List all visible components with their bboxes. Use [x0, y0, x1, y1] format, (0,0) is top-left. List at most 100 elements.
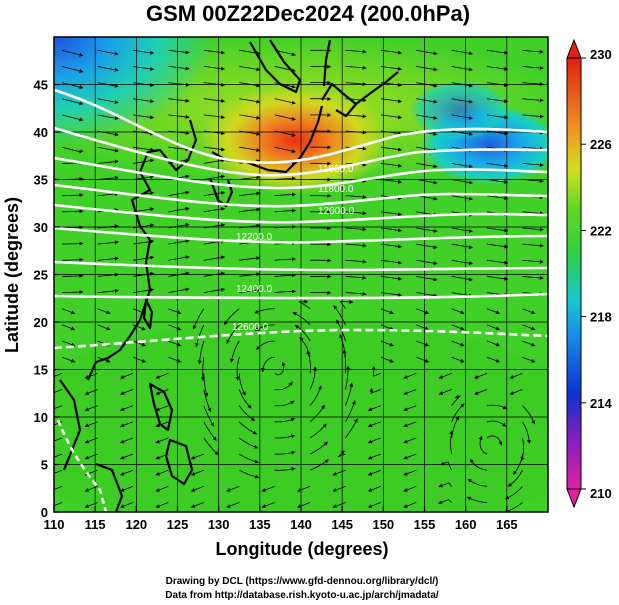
contour-labels: 11600.0 11800.0 12000.0 12200.0 12400.0 …: [232, 164, 355, 333]
wind-streamline: [299, 336, 311, 358]
wind-streamline: [168, 146, 190, 152]
wind-streamline: [332, 502, 346, 508]
cold-anomaly-nw: [54, 37, 214, 147]
wind-streamline: [168, 308, 182, 315]
y-tick-label: 0: [41, 505, 48, 520]
wind-streamline: [132, 356, 147, 363]
wind-streamline: [62, 146, 84, 154]
contour-line: [54, 183, 548, 208]
wind-streamline: [522, 65, 544, 70]
wind-streamline: [451, 259, 473, 266]
wind-streamline: [62, 98, 84, 106]
wind-streamline: [345, 114, 367, 119]
wind-streamline: [261, 502, 275, 508]
wind-streamline: [416, 243, 438, 250]
wind-streamline: [97, 130, 119, 137]
wind-streamline: [229, 340, 240, 363]
wind-streamline: [345, 130, 367, 135]
wind-streamlines: [54, 48, 544, 512]
wind-streamline: [132, 114, 155, 120]
wind-streamline: [487, 179, 509, 184]
wind-streamline: [522, 308, 536, 315]
wind-streamline: [451, 340, 465, 347]
wind-streamline: [451, 243, 473, 250]
wind-streamline: [168, 49, 190, 55]
x-tick-label: 110: [44, 517, 65, 532]
colorbar-tick-label: 226: [590, 137, 612, 152]
wind-streamline: [203, 207, 226, 213]
wind-streamline: [438, 482, 453, 488]
wind-streamline: [451, 276, 473, 282]
wind-streamline: [203, 98, 226, 103]
wind-streamline: [168, 66, 190, 71]
wind-streamline: [239, 469, 260, 479]
wind-streamline: [522, 243, 544, 248]
wind-streamline: [239, 66, 261, 72]
wind-streamline: [332, 469, 346, 476]
wind-streamline: [155, 486, 169, 492]
wind-streamline: [62, 324, 76, 331]
wind-streamline: [97, 159, 119, 164]
wind-streamline: [487, 276, 509, 281]
wind-streamline: [274, 467, 296, 472]
contour-line: [54, 226, 548, 244]
wind-streamline: [120, 469, 134, 476]
wind-streamline: [486, 324, 501, 331]
wind-streamline: [520, 437, 525, 462]
wind-streamline: [487, 49, 509, 55]
wind-streamline: [62, 356, 76, 363]
wind-streamline: [380, 163, 403, 168]
wind-streamline: [274, 146, 296, 154]
wind-streamline: [522, 98, 544, 103]
wind-streamline: [132, 98, 155, 104]
wind-streamline: [333, 305, 346, 326]
wind-streamline: [97, 146, 119, 153]
wind-streamline: [403, 389, 417, 395]
wind-streamline: [97, 191, 119, 197]
wind-streamline: [203, 437, 219, 456]
wind-streamline: [132, 146, 155, 152]
wind-streamline: [120, 437, 134, 444]
colorbar: 230 226 222 218 214 210: [566, 38, 612, 509]
wind-streamline: [474, 372, 488, 379]
wind-streamline: [367, 405, 382, 412]
wind-streamline: [451, 403, 465, 422]
coast-sakhalin: [322, 39, 332, 87]
wind-streamline: [522, 162, 544, 167]
wind-streamline: [438, 389, 452, 395]
wind-streamline: [239, 421, 258, 435]
wind-streamline: [339, 333, 346, 358]
wind-streamline: [54, 405, 63, 410]
wind-streamline: [487, 98, 509, 104]
wind-streamline: [239, 272, 261, 277]
wind-streamline: [62, 49, 84, 57]
wind-streamline: [62, 66, 84, 73]
wind-streamline: [380, 356, 394, 363]
wind-streamline: [62, 308, 76, 315]
wind-streamline: [203, 158, 226, 164]
wind-streamline: [168, 356, 182, 363]
wind-streamline: [155, 469, 169, 476]
wind-streamline: [97, 175, 119, 180]
wind-streamline: [239, 82, 261, 88]
wind-streamline: [239, 130, 261, 136]
wind-streamline: [239, 223, 261, 229]
wind-streamline: [416, 227, 438, 233]
coast-indochina: [59, 379, 82, 471]
wind-streamline: [309, 423, 327, 439]
wind-streamline: [345, 275, 367, 280]
wind-streamline: [478, 435, 488, 455]
contour-line: [56, 419, 108, 512]
wind-streamline: [367, 437, 382, 444]
wind-streamline: [332, 486, 346, 492]
x-tick-label: 130: [208, 517, 230, 532]
wind-streamline: [132, 324, 147, 331]
wind-streamline: [416, 340, 430, 347]
wind-streamline: [120, 486, 134, 492]
wind-streamline: [416, 324, 430, 331]
wind-streamline: [403, 372, 417, 379]
wind-streamline: [203, 190, 226, 197]
wind-streamline: [337, 450, 346, 458]
wind-streamline: [380, 276, 403, 281]
